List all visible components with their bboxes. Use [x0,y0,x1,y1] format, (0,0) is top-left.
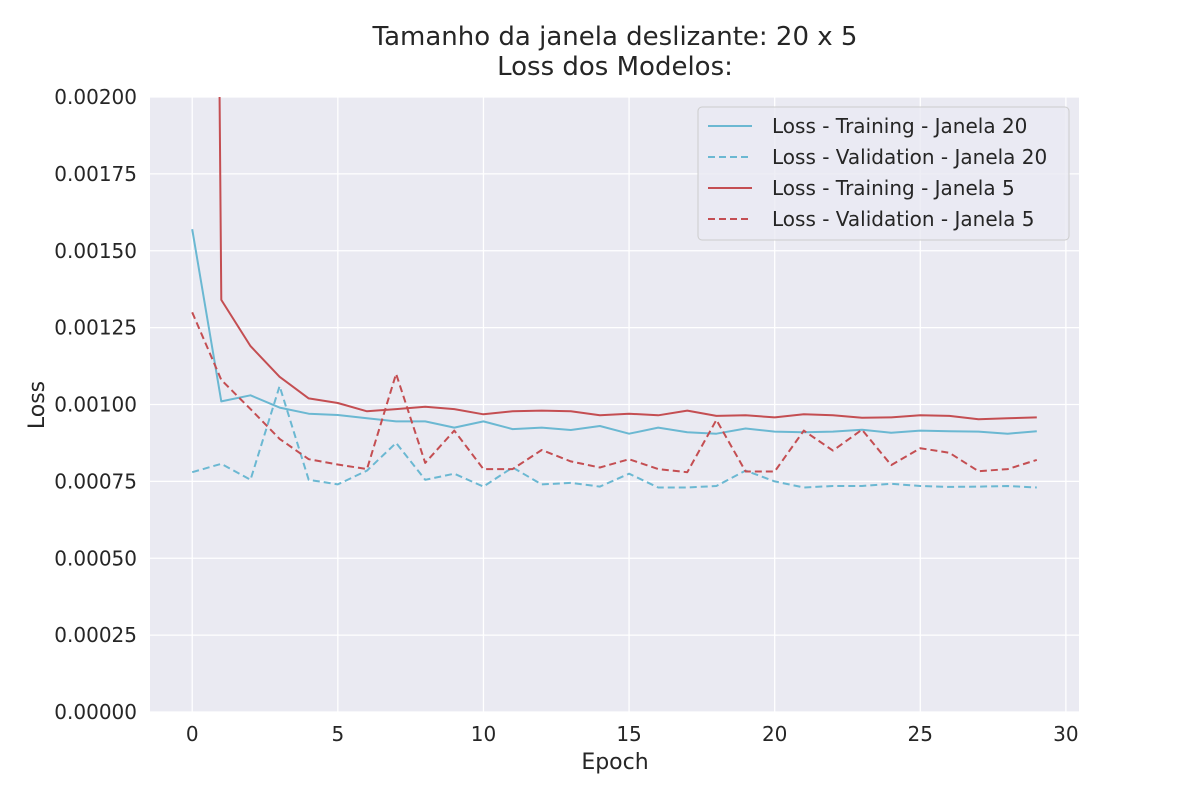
y-tick-label: 0.00200 [54,85,137,109]
y-tick-label: 0.00025 [54,623,137,647]
y-tick-label: 0.00000 [54,700,137,724]
series-line-3 [218,97,1037,421]
series-line-1 [191,229,1037,435]
series-line-4 [191,311,1038,474]
legend: Loss - Training - Janela 20 Loss - Valida… [697,106,1070,241]
legend-label-1: Loss - Training - Janela 20 [772,114,1027,138]
x-tick-label: 30 [1053,722,1078,746]
y-tick-labels: 0.00000 0.00025 0.00050 0.00075 0.00100 0.001… [54,85,137,724]
y-axis-label: Loss [25,381,50,429]
legend-label-3: Loss - Training - Janela 5 [772,176,1015,200]
x-tick-label: 20 [762,722,787,746]
grid [150,96,1079,713]
y-tick-label: 0.00050 [54,546,137,570]
x-tick-label: 15 [616,722,641,746]
x-tick-label: 5 [331,722,344,746]
y-tick-label: 0.00125 [54,316,137,340]
legend-label-2: Loss - Validation - Janela 20 [772,145,1047,169]
y-tick-label: 0.00150 [54,239,137,263]
legend-box [697,106,1070,241]
y-tick-label: 0.00100 [54,393,137,417]
x-tick-label: 0 [186,722,199,746]
x-tick-label: 25 [908,722,933,746]
x-axis-label: Epoch [581,750,648,775]
y-tick-label: 0.00175 [54,162,137,186]
legend-label-4: Loss - Validation - Janela 5 [772,207,1035,231]
series-line-2 [191,385,1037,489]
x-tick-labels: 0 5 10 15 20 25 30 [186,722,1079,746]
chart-title: Tamanho da janela deslizante: 20 x 5 [372,22,858,52]
x-tick-label: 10 [471,722,496,746]
chart-subtitle: Loss dos Modelos: [497,52,733,82]
series-group [191,97,1038,489]
y-tick-label: 0.00075 [54,469,137,493]
